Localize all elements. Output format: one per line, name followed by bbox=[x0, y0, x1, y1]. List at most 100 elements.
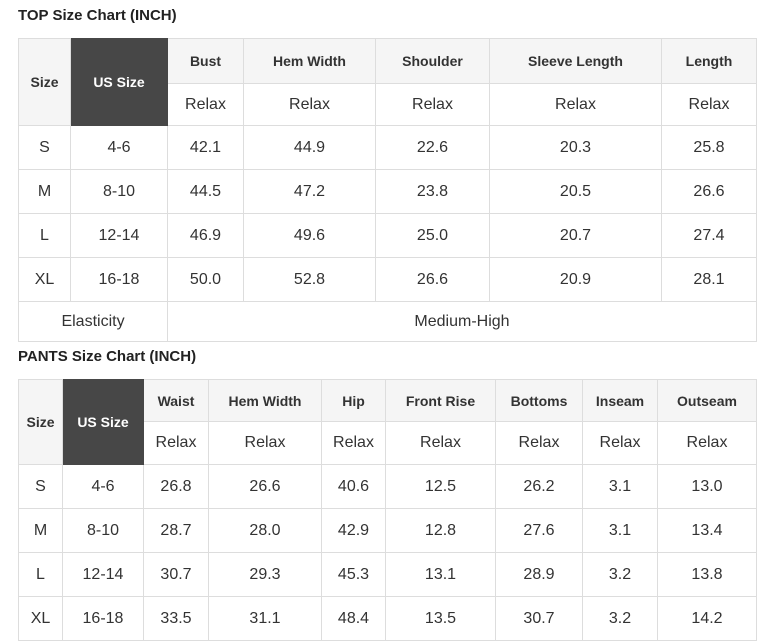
data-cell: 13.5 bbox=[385, 596, 496, 641]
pants-fit-row: Relax Relax Relax Relax Relax Relax Rela… bbox=[19, 421, 757, 465]
data-cell: 3.2 bbox=[582, 596, 658, 641]
row-size-cell: L bbox=[18, 213, 71, 258]
data-cell: 12.8 bbox=[385, 508, 496, 553]
data-cell: 26.6 bbox=[208, 464, 322, 509]
top-row-s: S 4-6 42.1 44.9 22.6 20.3 25.8 bbox=[18, 125, 757, 170]
data-cell: 29.3 bbox=[208, 552, 322, 597]
data-cell: 44.9 bbox=[243, 125, 376, 170]
data-cell: 12.5 bbox=[385, 464, 496, 509]
data-cell: 20.3 bbox=[489, 125, 662, 170]
top-header-row: Size US Size Bust Hem Width Shoulder Sle… bbox=[18, 38, 757, 126]
pants-col-header-inseam: Inseam bbox=[582, 379, 658, 422]
pants-row-m: M 8-10 28.7 28.0 42.9 12.8 27.6 3.1 13.4 bbox=[18, 508, 757, 553]
data-cell: 20.9 bbox=[489, 257, 662, 302]
top-elasticity-row: Elasticity Medium-High bbox=[18, 301, 757, 342]
row-us-size-cell: 8-10 bbox=[62, 508, 144, 553]
data-cell: 31.1 bbox=[208, 596, 322, 641]
row-size-cell: XL bbox=[18, 257, 71, 302]
pants-fit-cell: Relax bbox=[321, 421, 386, 465]
top-col-header-length: Length bbox=[661, 38, 757, 84]
data-cell: 28.1 bbox=[661, 257, 757, 302]
row-us-size-cell: 16-18 bbox=[70, 257, 168, 302]
data-cell: 13.4 bbox=[657, 508, 757, 553]
top-fit-cell: Relax bbox=[375, 83, 490, 126]
row-size-cell: L bbox=[18, 552, 63, 597]
data-cell: 20.5 bbox=[489, 169, 662, 214]
top-col-header-sleeve-length: Sleeve Length bbox=[489, 38, 662, 84]
pants-fit-cell: Relax bbox=[143, 421, 209, 465]
data-cell: 28.0 bbox=[208, 508, 322, 553]
data-cell: 26.2 bbox=[495, 464, 583, 509]
top-col-header-shoulder: Shoulder bbox=[375, 38, 490, 84]
data-cell: 28.7 bbox=[143, 508, 209, 553]
pants-row-xl: XL 16-18 33.5 31.1 48.4 13.5 30.7 3.2 14… bbox=[18, 596, 757, 641]
pants-fit-cell: Relax bbox=[657, 421, 757, 465]
top-chart-title: TOP Size Chart (INCH) bbox=[18, 7, 177, 24]
row-size-cell: M bbox=[18, 169, 71, 214]
data-cell: 3.1 bbox=[582, 464, 658, 509]
row-us-size-cell: 12-14 bbox=[62, 552, 144, 597]
pants-row-s: S 4-6 26.8 26.6 40.6 12.5 26.2 3.1 13.0 bbox=[18, 464, 757, 509]
data-cell: 26.8 bbox=[143, 464, 209, 509]
data-cell: 49.6 bbox=[243, 213, 376, 258]
data-cell: 40.6 bbox=[321, 464, 386, 509]
top-row-m: M 8-10 44.5 47.2 23.8 20.5 26.6 bbox=[18, 169, 757, 214]
pants-us-size-cell: US Size bbox=[62, 379, 144, 465]
data-cell: 42.9 bbox=[321, 508, 386, 553]
row-size-cell: M bbox=[18, 508, 63, 553]
row-us-size-cell: 12-14 bbox=[70, 213, 168, 258]
row-size-cell: S bbox=[18, 464, 63, 509]
top-fit-cell: Relax bbox=[489, 83, 662, 126]
top-fit-cell: Relax bbox=[243, 83, 376, 126]
data-cell: 13.8 bbox=[657, 552, 757, 597]
data-cell: 50.0 bbox=[167, 257, 244, 302]
elasticity-value-cell: Medium-High bbox=[167, 301, 757, 342]
pants-col-header-front-rise: Front Rise bbox=[385, 379, 496, 422]
row-us-size-cell: 4-6 bbox=[70, 125, 168, 170]
data-cell: 27.6 bbox=[495, 508, 583, 553]
data-cell: 13.0 bbox=[657, 464, 757, 509]
top-size-table: Size US Size Bust Hem Width Shoulder Sle… bbox=[18, 38, 757, 342]
data-cell: 23.8 bbox=[375, 169, 490, 214]
data-cell: 20.7 bbox=[489, 213, 662, 258]
data-cell: 25.8 bbox=[661, 125, 757, 170]
row-us-size-cell: 16-18 bbox=[62, 596, 144, 641]
pants-fit-cell: Relax bbox=[385, 421, 496, 465]
data-cell: 44.5 bbox=[167, 169, 244, 214]
pants-col-header-hem-width: Hem Width bbox=[208, 379, 322, 422]
row-size-cell: XL bbox=[18, 596, 63, 641]
data-cell: 26.6 bbox=[375, 257, 490, 302]
data-cell: 30.7 bbox=[143, 552, 209, 597]
data-cell: 27.4 bbox=[661, 213, 757, 258]
data-cell: 25.0 bbox=[375, 213, 490, 258]
data-cell: 30.7 bbox=[495, 596, 583, 641]
pants-col-header-bottoms: Bottoms bbox=[495, 379, 583, 422]
data-cell: 45.3 bbox=[321, 552, 386, 597]
data-cell: 3.2 bbox=[582, 552, 658, 597]
pants-header-row: Size US Size Waist Hem Width Hip Front R… bbox=[18, 379, 757, 465]
data-cell: 28.9 bbox=[495, 552, 583, 597]
data-cell: 47.2 bbox=[243, 169, 376, 214]
top-us-size-cell: US Size bbox=[70, 38, 168, 126]
top-row-l: L 12-14 46.9 49.6 25.0 20.7 27.4 bbox=[18, 213, 757, 258]
data-cell: 33.5 bbox=[143, 596, 209, 641]
top-fit-row: Relax Relax Relax Relax Relax bbox=[19, 83, 757, 126]
top-size-corner-cell: Size bbox=[18, 38, 71, 126]
pants-chart-title: PANTS Size Chart (INCH) bbox=[18, 348, 197, 365]
pants-fit-cell: Relax bbox=[208, 421, 322, 465]
top-col-header-bust: Bust bbox=[167, 38, 244, 84]
top-col-header-hem-width: Hem Width bbox=[243, 38, 376, 84]
pants-fit-cell: Relax bbox=[495, 421, 583, 465]
pants-size-table: Size US Size Waist Hem Width Hip Front R… bbox=[18, 379, 757, 641]
pants-col-header-hip: Hip bbox=[321, 379, 386, 422]
data-cell: 52.8 bbox=[243, 257, 376, 302]
top-fit-cell: Relax bbox=[167, 83, 244, 126]
pants-col-header-outseam: Outseam bbox=[657, 379, 757, 422]
row-size-cell: S bbox=[18, 125, 71, 170]
top-fit-cell: Relax bbox=[661, 83, 757, 126]
data-cell: 14.2 bbox=[657, 596, 757, 641]
data-cell: 22.6 bbox=[375, 125, 490, 170]
data-cell: 13.1 bbox=[385, 552, 496, 597]
top-row-xl: XL 16-18 50.0 52.8 26.6 20.9 28.1 bbox=[18, 257, 757, 302]
